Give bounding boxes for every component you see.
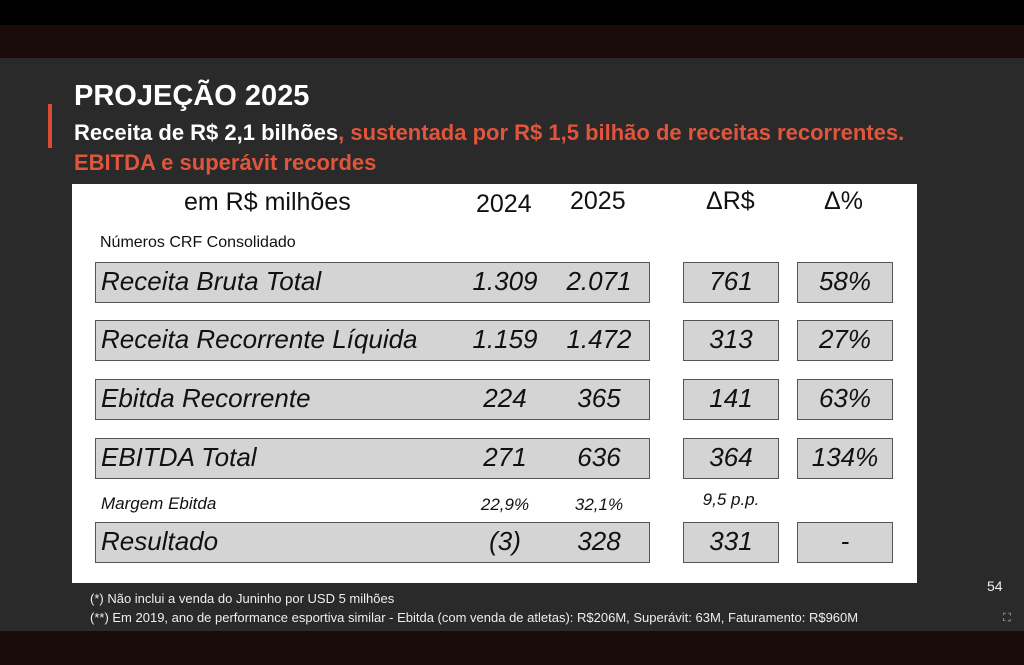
result-row-2025: 328 (577, 526, 621, 556)
table-row-1-label: Receita Recorrente Líquida (101, 324, 418, 354)
margin-2024: 22,9% (480, 495, 530, 514)
table-row-0-2025: 2.071 (566, 266, 632, 296)
table-row-0-label: Receita Bruta Total (101, 266, 322, 296)
table-row-0-box (95, 262, 650, 303)
table-row-3-pct-box (797, 438, 893, 479)
fullscreen-icon[interactable]: ⛶ (1003, 612, 1011, 624)
result-row-delta: 331 (709, 526, 753, 556)
table-row-3-delta-box (683, 438, 779, 479)
result-row-2024: (3) (489, 526, 521, 556)
table-row-1-delta-box (683, 320, 779, 361)
table-row-0-pct-box (797, 262, 893, 303)
col-delta: ΔR$ (706, 187, 755, 215)
result-row-pct-box (797, 522, 893, 563)
top-black-bar (0, 0, 1024, 25)
table-row-1-pct: 27% (818, 324, 872, 354)
table-row-3-2025: 636 (577, 442, 621, 472)
table-row-0-delta-box (683, 262, 779, 303)
table-row-3-2024: 271 (483, 442, 527, 472)
col-pct: Δ% (824, 187, 863, 215)
table-row-2-pct-box (797, 379, 893, 420)
table-row-3-delta: 364 (709, 442, 753, 472)
subtitle-red: , sustentada por R$ 1,5 bilhão de receit… (74, 120, 905, 175)
projection-table: em R$ milhões 2024 2025 ΔR$ Δ% Números C… (72, 184, 917, 583)
table-row-3-pct: 134% (811, 442, 879, 472)
result-row-pct: - (840, 526, 850, 556)
table-row-2-label: Ebitda Recorrente (101, 383, 311, 413)
result-row-box (95, 522, 650, 563)
table-row-2-2024: 224 (483, 383, 527, 413)
page-number: 54 (987, 578, 1003, 594)
video-letterbox (0, 25, 1024, 58)
subtitle-white: Receita de R$ 2,1 bilhões (74, 120, 339, 145)
table-row-1-box (95, 320, 650, 361)
result-row-delta-box (683, 522, 779, 563)
accent-bar (48, 104, 52, 148)
table-row-2-delta: 141 (709, 383, 753, 413)
margin-2025: 32,1% (574, 495, 624, 514)
col-2025: 2025 (570, 187, 626, 215)
table-row-2-delta-box (683, 379, 779, 420)
table-row-0-pct: 58% (818, 266, 872, 296)
table-row-2-box (95, 379, 650, 420)
col-2024: 2024 (476, 190, 532, 218)
table-row-0-2024: 1.309 (472, 266, 538, 296)
result-row-label: Resultado (101, 526, 219, 556)
table-row-1-2025: 1.472 (566, 324, 632, 354)
table-row-3-label: EBITDA Total (101, 442, 257, 472)
bottom-letterbox (0, 631, 1024, 665)
slide-title: PROJEÇÃO 2025 (74, 80, 310, 112)
table-row-1-pct-box (797, 320, 893, 361)
footnote-2: (**) Em 2019, ano de performance esporti… (90, 610, 859, 625)
table-row-1-delta: 313 (709, 324, 753, 354)
footnote-1: (*) Não inclui a venda do Juninho por US… (90, 591, 395, 606)
table-row-0-delta: 761 (709, 266, 753, 296)
slide-subtitle: Receita de R$ 2,1 bilhões, sustentada po… (74, 118, 974, 178)
margin-delta: 9,5 p.p. (702, 490, 760, 509)
unit-header: em R$ milhões (184, 188, 351, 216)
section-label: Números CRF Consolidado (100, 234, 296, 251)
table-row-3-box (95, 438, 650, 479)
table-row-1-2024: 1.159 (472, 324, 538, 354)
margin-label: Margem Ebitda (101, 494, 217, 513)
table-row-2-2025: 365 (577, 383, 621, 413)
table-row-2-pct: 63% (818, 383, 872, 413)
